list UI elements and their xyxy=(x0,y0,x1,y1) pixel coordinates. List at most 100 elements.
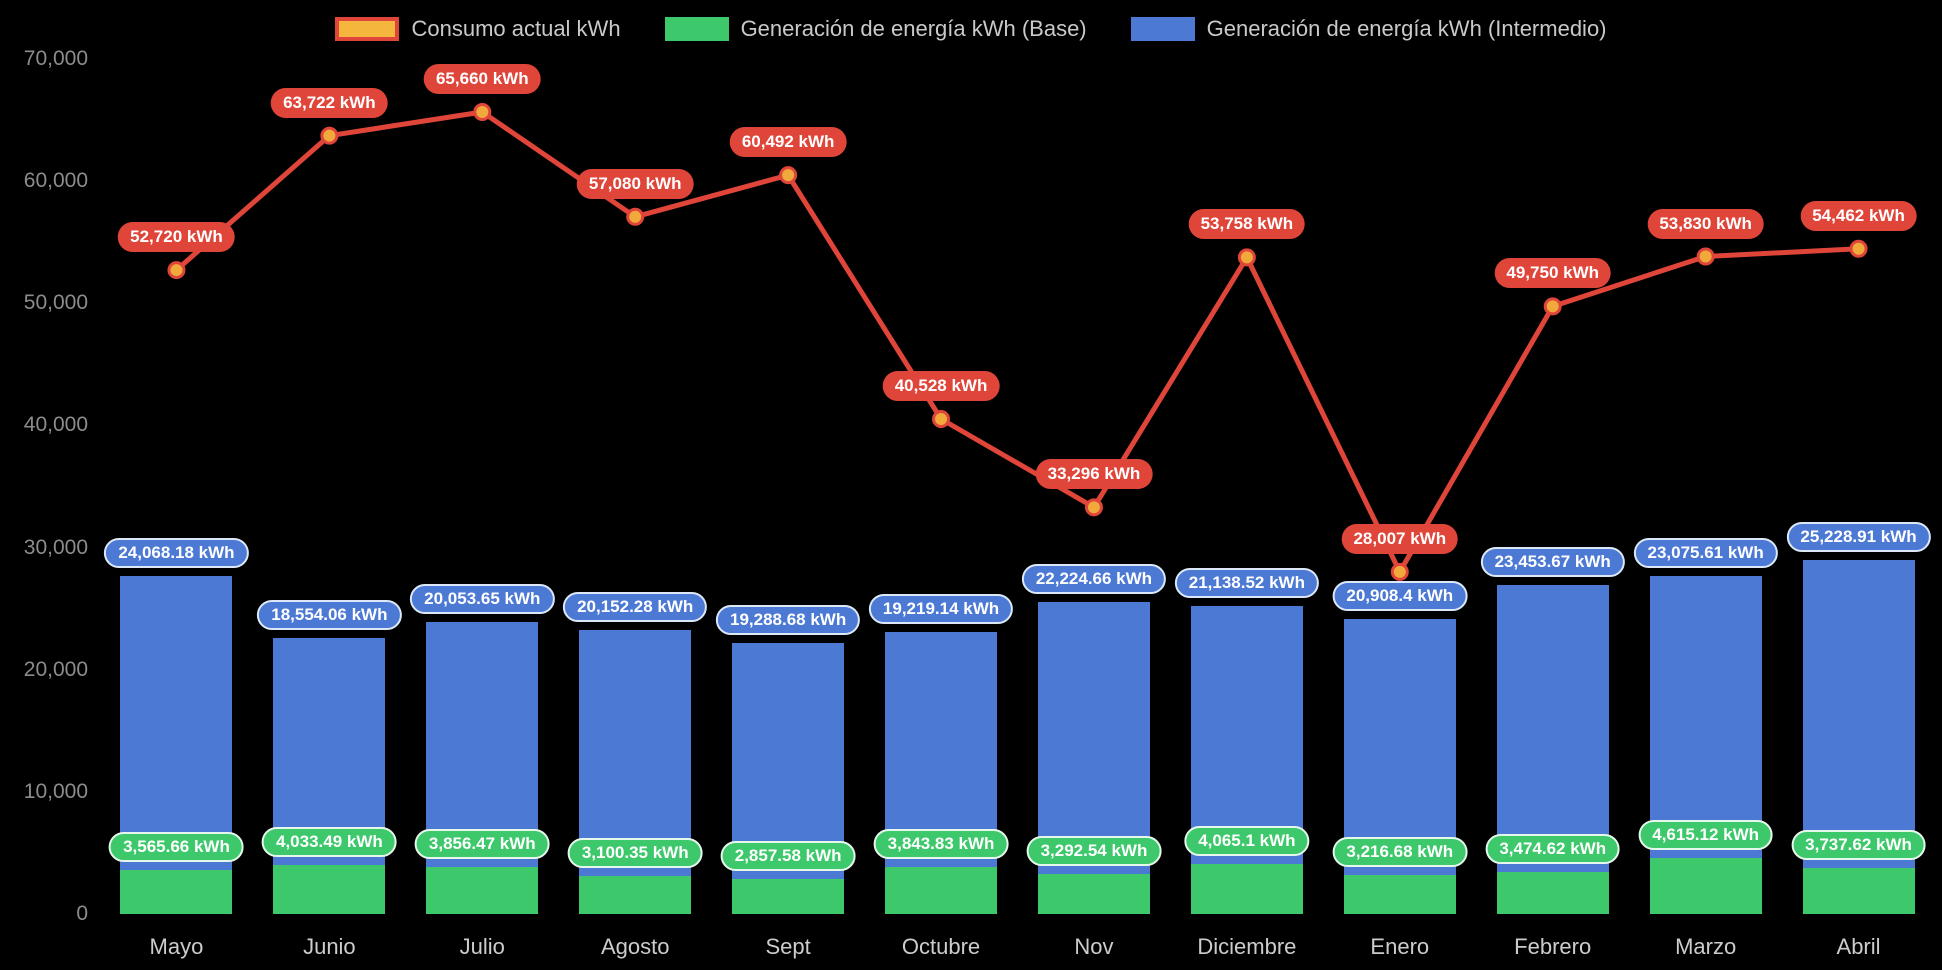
bar-segment-intermedio[interactable] xyxy=(1190,606,1303,865)
bar-label-intermedio: 22,224.66 kWh xyxy=(1021,564,1167,595)
y-axis-label: 50,000 xyxy=(23,291,88,315)
bar-label-intermedio: 19,288.68 kWh xyxy=(716,605,861,636)
line-label: 54,462 kWh xyxy=(1800,200,1917,231)
x-axis-label: Nov xyxy=(1074,934,1114,959)
bar-segment-base[interactable] xyxy=(273,864,386,914)
x-axis-label: Abril xyxy=(1836,934,1881,959)
y-axis-label: 70,000 xyxy=(23,47,88,70)
line-point[interactable] xyxy=(1084,498,1103,517)
legend-item-consumo-actual[interactable]: Consumo actual kWh xyxy=(335,16,621,42)
bar-label-intermedio: 23,075.61 kWh xyxy=(1633,537,1778,568)
x-axis-label: Agosto xyxy=(600,934,670,959)
bar-segment-intermedio[interactable] xyxy=(885,632,998,868)
x-axis-label: Octubre xyxy=(901,934,981,959)
bar-label-intermedio: 21,138.52 kWh xyxy=(1174,568,1319,599)
bar-label-base: 3,474.62 kWh xyxy=(1485,833,1621,864)
line-label: 57,080 kWh xyxy=(576,168,694,199)
line-point[interactable] xyxy=(320,126,339,145)
x-axis-label: Julio xyxy=(459,934,505,959)
bar-segment-intermedio[interactable] xyxy=(426,621,539,867)
bar-segment-intermedio[interactable] xyxy=(579,629,692,877)
bar-label-base: 3,216.68 kWh xyxy=(1332,836,1468,867)
y-axis-label: 60,000 xyxy=(23,169,88,193)
line-point[interactable] xyxy=(167,261,186,280)
legend-label: Generación de energía kWh (Base) xyxy=(740,16,1087,41)
bar-segment-base[interactable] xyxy=(1649,857,1762,914)
x-axis-label: Enero xyxy=(1370,934,1430,959)
bar-segment-intermedio[interactable] xyxy=(1649,575,1762,858)
line-point[interactable] xyxy=(1849,239,1868,258)
line-label: 52,720 kWh xyxy=(118,222,235,253)
bar-segment-base[interactable] xyxy=(1037,873,1150,914)
x-axis-label: Sept xyxy=(765,934,811,959)
bar-segment-intermedio[interactable] xyxy=(120,576,233,871)
bar-label-base: 4,065.1 kWh xyxy=(1184,826,1310,857)
line-label: 63,722 kWh xyxy=(271,87,388,118)
line-point[interactable] xyxy=(473,103,492,122)
bar-label-base: 4,615.12 kWh xyxy=(1638,819,1774,850)
bar-label-intermedio: 18,554.06 kWh xyxy=(257,600,402,631)
y-axis-label: 10,000 xyxy=(23,779,88,803)
bar-segment-base[interactable] xyxy=(1802,868,1915,914)
bar-label-intermedio: 20,152.28 kWh xyxy=(563,591,708,622)
generacion-intermedio-swatch-icon xyxy=(1130,17,1195,41)
bar-label-base: 3,843.83 kWh xyxy=(873,829,1009,860)
consumo-actual-swatch-icon xyxy=(335,17,400,41)
x-axis-label: Marzo xyxy=(1675,934,1737,959)
legend-item-generacion-intermedio[interactable]: Generación de energía kWh (Intermedio) xyxy=(1130,16,1607,42)
legend-item-generacion-base[interactable]: Generación de energía kWh (Base) xyxy=(664,16,1087,42)
bar-label-base: 3,737.62 kWh xyxy=(1791,830,1926,861)
line-label: 40,528 kWh xyxy=(882,370,1000,401)
bar-label-intermedio: 23,453.67 kWh xyxy=(1480,547,1625,578)
line-label: 28,007 kWh xyxy=(1341,523,1459,554)
bar-segment-base[interactable] xyxy=(885,867,998,914)
x-axis-label: Diciembre xyxy=(1197,934,1297,959)
bar-label-base: 2,857.58 kWh xyxy=(720,841,856,872)
legend-label: Consumo actual kWh xyxy=(411,16,621,41)
y-axis-label: 20,000 xyxy=(23,657,88,681)
bar-segment-base[interactable] xyxy=(426,866,539,914)
generacion-base-swatch-icon xyxy=(664,17,729,41)
line-point[interactable] xyxy=(932,409,951,428)
bar-label-base: 3,856.47 kWh xyxy=(414,828,550,859)
line-label: 49,750 kWh xyxy=(1494,258,1612,289)
bar-segment-intermedio[interactable] xyxy=(1037,602,1150,874)
bar-segment-intermedio[interactable] xyxy=(1496,585,1609,872)
bar-label-base: 4,033.49 kWh xyxy=(261,826,397,857)
legend-label: Generación de energía kWh (Intermedio) xyxy=(1206,16,1607,41)
bar-segment-intermedio[interactable] xyxy=(1343,619,1456,875)
x-axis-label: Junio xyxy=(303,934,356,959)
line-label: 33,296 kWh xyxy=(1035,459,1153,490)
consumption-line xyxy=(174,109,1859,575)
bar-segment-base[interactable] xyxy=(1496,871,1609,914)
line-label: 53,830 kWh xyxy=(1647,208,1764,239)
bar-segment-base[interactable] xyxy=(579,876,692,914)
bar-label-base: 3,565.66 kWh xyxy=(109,832,244,863)
y-axis-label: 30,000 xyxy=(23,535,88,559)
line-point[interactable] xyxy=(1390,562,1409,581)
line-point[interactable] xyxy=(779,166,798,185)
bar-segment-base[interactable] xyxy=(1190,864,1303,914)
line-label: 65,660 kWh xyxy=(423,64,541,94)
bar-label-intermedio: 25,228.91 kWh xyxy=(1786,522,1931,553)
x-axis-label: Mayo xyxy=(149,934,204,959)
line-label: 53,758 kWh xyxy=(1188,209,1306,240)
x-axis-label: Febrero xyxy=(1514,934,1592,959)
bar-label-base: 3,100.35 kWh xyxy=(567,838,703,869)
line-point[interactable] xyxy=(626,207,645,226)
bar-segment-intermedio[interactable] xyxy=(1802,560,1915,869)
bar-label-intermedio: 24,068.18 kWh xyxy=(104,538,249,569)
line-point[interactable] xyxy=(1543,297,1562,316)
bar-label-base: 3,292.54 kWh xyxy=(1026,835,1162,866)
line-point[interactable] xyxy=(1696,247,1715,266)
bar-segment-base[interactable] xyxy=(732,879,845,914)
bar-label-intermedio: 19,219.14 kWh xyxy=(868,594,1014,625)
bar-label-intermedio: 20,908.4 kWh xyxy=(1332,581,1468,612)
y-axis-label: 0 xyxy=(76,902,88,925)
bar-segment-base[interactable] xyxy=(120,870,233,914)
chart-legend: Consumo actual kWh Generación de energía… xyxy=(0,16,1942,42)
line-point[interactable] xyxy=(1237,248,1256,267)
bar-segment-base[interactable] xyxy=(1343,874,1456,914)
bar-segment-intermedio[interactable] xyxy=(732,643,845,880)
